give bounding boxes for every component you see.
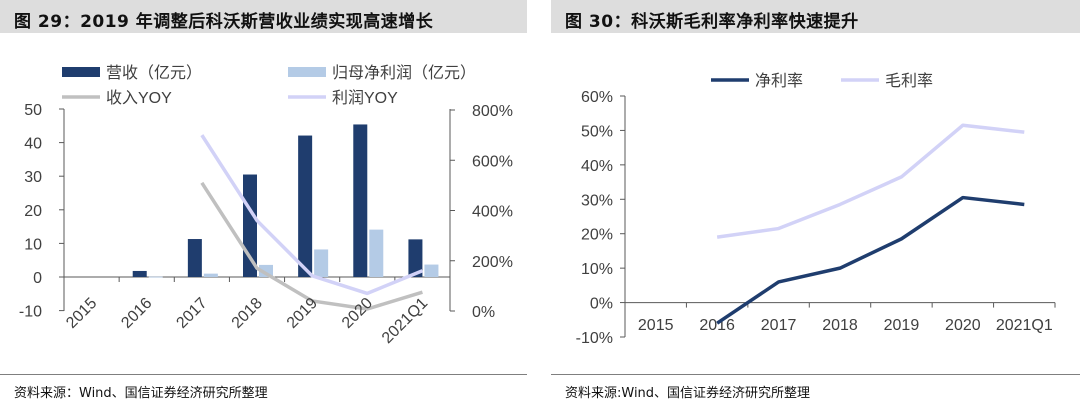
source-divider (0, 374, 527, 375)
net-margin-line (716, 195, 1025, 325)
x-tick-label: 2020 (339, 295, 376, 332)
legend-label: 营收（亿元） (106, 64, 202, 82)
y-tick-label: -10% (576, 330, 613, 347)
y-tick-label: 20% (581, 227, 613, 244)
y-tick-label: 10% (581, 261, 613, 278)
y-tick-label: 30 (24, 169, 42, 186)
revenue-yoy-line (200, 181, 423, 311)
profit-bar (369, 229, 384, 277)
source-note: 资料来源:Wind、国信证券经济研究所整理 (565, 386, 811, 401)
revenue-bar (187, 239, 202, 277)
x-tick-label: 2018 (229, 295, 266, 332)
y-tick-label: 40 (24, 136, 42, 153)
y-tick-label: -10 (19, 304, 42, 321)
legend-label: 归母净利润（亿元） (332, 64, 476, 82)
y-tick-label: 60% (581, 89, 613, 106)
profit-bar (203, 273, 218, 277)
x-tick-label: 2020 (945, 317, 981, 334)
y2-tick-label: 800% (472, 103, 513, 120)
x-tick-label: 2021Q1 (996, 317, 1053, 334)
profit-bar (314, 249, 329, 277)
x-tick-label: 2016 (118, 295, 155, 332)
revenue-bar (243, 174, 257, 277)
y-tick-label: 20 (24, 203, 42, 220)
x-tick-label: 2015 (638, 317, 674, 334)
line-chart: 净利率 毛利率 60% 50% 40% 30% 20% 10% 0% -10% 2015 2016 20… (576, 72, 1056, 347)
y2-tick-label: 600% (472, 153, 513, 170)
chart-panel-right: 图 30：科沃斯毛利率净利率快速提升 净利率 毛利率 60% 50% 40% 30% 20%… (551, 0, 1080, 404)
profit-bar (424, 264, 439, 277)
x-tick-label: 2016 (699, 317, 735, 334)
title-bar: 图 29：2019 年调整后科沃斯营收业绩实现高速增长 (0, 0, 527, 33)
legend-label: 毛利率 (885, 72, 933, 90)
figure-title: 图 29：2019 年调整后科沃斯营收业绩实现高速增长 (14, 12, 434, 32)
chart-panel-left: 图 29：2019 年调整后科沃斯营收业绩实现高速增长 营收（亿元） 归母净利润（… (0, 0, 527, 404)
profit-yoy-line (200, 134, 424, 296)
gross-margin-line (716, 123, 1025, 239)
y-tick-label: 10 (24, 236, 42, 253)
legend-label: 净利率 (755, 72, 803, 90)
y2-tick-label: 0% (472, 304, 495, 321)
figure-title: 图 30：科沃斯毛利率净利率快速提升 (565, 12, 859, 32)
legend-label: 利润YOY (332, 89, 398, 107)
y-tick-label: 50% (581, 123, 613, 140)
revenue-bar (298, 135, 313, 277)
profit-bar (148, 276, 163, 278)
x-tick-label: 2018 (822, 317, 858, 334)
source-divider (551, 374, 1080, 375)
legend-swatch (62, 67, 100, 77)
x-tick-label: 2015 (63, 295, 100, 332)
y-tick-label: 0% (590, 296, 613, 313)
y-tick-label: 0 (33, 270, 42, 287)
title-bar: 图 30：科沃斯毛利率净利率快速提升 (551, 0, 1080, 33)
x-tick-label: 2017 (173, 295, 210, 332)
revenue-bar (408, 239, 423, 277)
y2-tick-label: 400% (472, 204, 513, 221)
legend-swatch (288, 67, 326, 77)
y-tick-label: 40% (581, 158, 613, 175)
x-tick-label: 2017 (761, 317, 797, 334)
revenue-bar (353, 124, 368, 278)
legend-label: 收入YOY (106, 89, 172, 107)
y-tick-label: 30% (581, 192, 613, 209)
source-note: 资料来源：Wind、国信证券经济研究所整理 (14, 386, 268, 401)
x-tick-label: 2019 (884, 317, 920, 334)
revenue-bar (132, 270, 147, 277)
y-tick-label: 50 (24, 102, 42, 119)
bar-line-chart: 营收（亿元） 归母净利润（亿元） 收入YOY 利润YOY -10 0 10 20 30 40 50 0… (19, 64, 513, 347)
y2-tick-label: 200% (472, 254, 513, 271)
